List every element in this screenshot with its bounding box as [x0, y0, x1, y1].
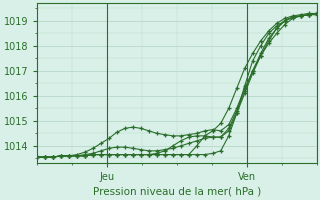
X-axis label: Pression niveau de la mer( hPa ): Pression niveau de la mer( hPa ) [93, 187, 261, 197]
